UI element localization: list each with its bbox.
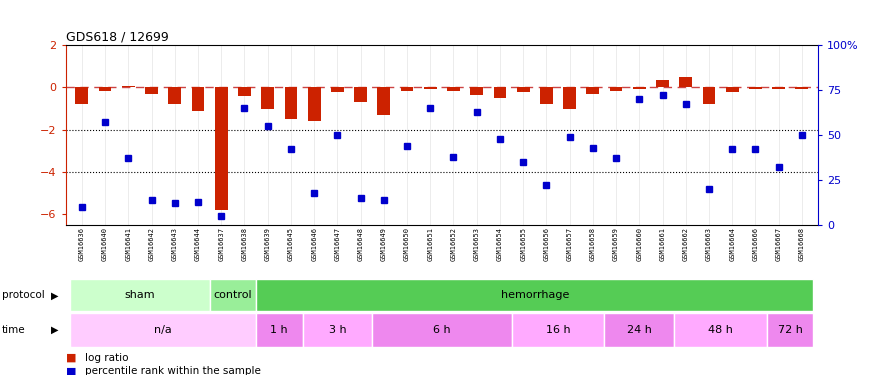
Text: GSM16660: GSM16660 — [636, 226, 642, 261]
Bar — [238, 87, 251, 96]
Text: GSM16657: GSM16657 — [567, 226, 572, 261]
Text: ■: ■ — [66, 353, 76, 363]
Bar — [703, 87, 716, 104]
Text: GSM16642: GSM16642 — [149, 226, 155, 261]
Bar — [75, 87, 88, 104]
Bar — [308, 87, 320, 121]
Bar — [471, 87, 483, 95]
Text: GSM16645: GSM16645 — [288, 226, 294, 261]
Text: GSM16639: GSM16639 — [264, 226, 270, 261]
Bar — [493, 87, 507, 98]
Text: GSM16664: GSM16664 — [729, 226, 735, 261]
Text: GSM16640: GSM16640 — [102, 226, 108, 261]
Bar — [564, 87, 576, 108]
Bar — [540, 87, 553, 104]
Bar — [122, 86, 135, 87]
Text: GSM16661: GSM16661 — [660, 226, 666, 261]
Text: protocol: protocol — [2, 290, 45, 300]
Text: hemorrhage: hemorrhage — [500, 290, 569, 300]
Text: control: control — [214, 290, 252, 300]
Text: GSM16658: GSM16658 — [590, 226, 596, 261]
Text: sham: sham — [124, 290, 155, 300]
Bar — [303, 313, 372, 347]
Text: GSM16649: GSM16649 — [381, 226, 387, 261]
Bar — [767, 313, 814, 347]
Bar — [679, 77, 692, 87]
Text: 1 h: 1 h — [270, 325, 288, 335]
Bar — [586, 87, 599, 94]
Text: GSM16667: GSM16667 — [775, 226, 781, 261]
Bar — [284, 87, 298, 119]
Text: GSM16651: GSM16651 — [427, 226, 433, 261]
Text: ▶: ▶ — [51, 290, 59, 300]
Text: GSM16653: GSM16653 — [473, 226, 480, 261]
Text: GSM16656: GSM16656 — [543, 226, 550, 261]
Bar — [168, 87, 181, 104]
Text: GSM16638: GSM16638 — [242, 226, 248, 261]
Bar — [773, 87, 785, 90]
Text: GSM16650: GSM16650 — [404, 226, 410, 261]
Bar — [331, 87, 344, 92]
Bar — [70, 279, 210, 311]
Text: ▶: ▶ — [51, 325, 59, 335]
Text: GSM16659: GSM16659 — [613, 226, 620, 261]
Text: GSM16655: GSM16655 — [520, 226, 526, 261]
Text: GSM16646: GSM16646 — [312, 226, 317, 261]
Bar — [145, 87, 158, 94]
Text: 16 h: 16 h — [546, 325, 570, 335]
Text: GSM16654: GSM16654 — [497, 226, 503, 261]
Bar — [605, 313, 674, 347]
Bar — [215, 87, 228, 210]
Bar — [610, 87, 622, 90]
Bar — [401, 87, 413, 90]
Text: log ratio: log ratio — [85, 353, 129, 363]
Text: GSM16652: GSM16652 — [451, 226, 457, 261]
Bar — [262, 87, 274, 108]
Bar — [447, 87, 460, 90]
Text: GSM16648: GSM16648 — [358, 226, 364, 261]
Text: GSM16643: GSM16643 — [172, 226, 178, 261]
Text: 3 h: 3 h — [328, 325, 346, 335]
Text: 6 h: 6 h — [433, 325, 451, 335]
Bar — [656, 80, 668, 87]
Text: GSM16641: GSM16641 — [125, 226, 131, 261]
Text: GSM16668: GSM16668 — [799, 226, 805, 261]
Bar — [674, 313, 767, 347]
Bar — [354, 87, 367, 102]
Bar — [372, 313, 512, 347]
Bar — [99, 87, 111, 90]
Bar — [633, 87, 646, 90]
Text: GSM16636: GSM16636 — [79, 226, 85, 261]
Bar — [517, 87, 529, 92]
Bar — [256, 313, 303, 347]
Text: GDS618 / 12699: GDS618 / 12699 — [66, 31, 168, 44]
Text: time: time — [2, 325, 25, 335]
Bar — [70, 313, 256, 347]
Bar — [749, 87, 762, 90]
Text: GSM16663: GSM16663 — [706, 226, 712, 261]
Bar — [512, 313, 605, 347]
Text: ■: ■ — [66, 366, 76, 375]
Bar — [210, 279, 256, 311]
Text: percentile rank within the sample: percentile rank within the sample — [85, 366, 261, 375]
Text: GSM16644: GSM16644 — [195, 226, 201, 261]
Bar — [377, 87, 390, 115]
Bar — [256, 279, 814, 311]
Text: 48 h: 48 h — [708, 325, 733, 335]
Bar — [725, 87, 738, 92]
Text: GSM16666: GSM16666 — [752, 226, 759, 261]
Text: 72 h: 72 h — [778, 325, 802, 335]
Text: GSM16637: GSM16637 — [218, 226, 224, 261]
Text: GSM16662: GSM16662 — [682, 226, 689, 261]
Text: GSM16647: GSM16647 — [334, 226, 340, 261]
Bar — [795, 87, 808, 90]
Text: n/a: n/a — [154, 325, 172, 335]
Bar — [424, 87, 437, 90]
Bar — [192, 87, 205, 111]
Text: 24 h: 24 h — [626, 325, 652, 335]
